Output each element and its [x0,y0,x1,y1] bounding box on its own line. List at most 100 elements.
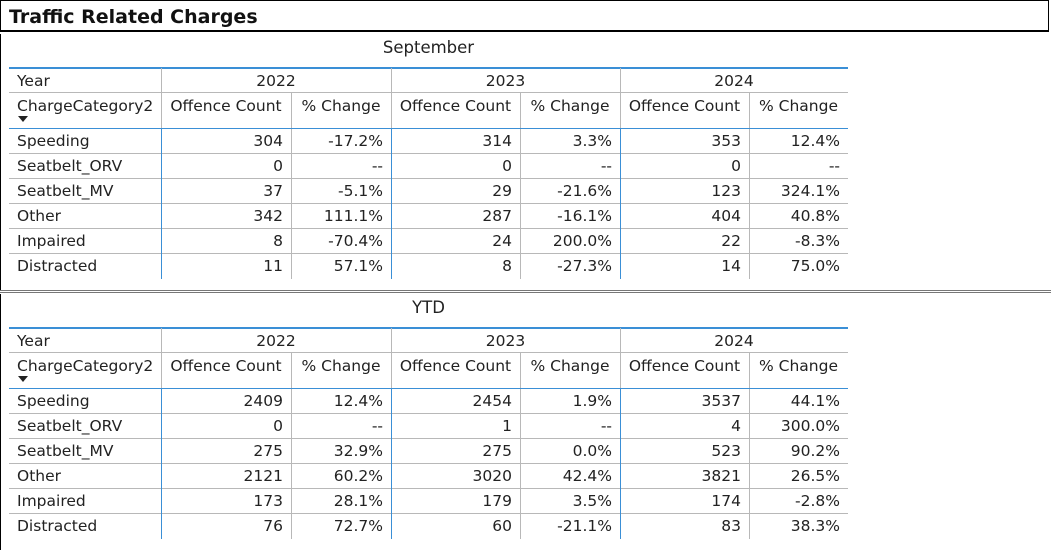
change-cell: -27.3% [557,257,612,275]
category-cell: Distracted [17,257,98,275]
year-header: 2022 [256,72,296,90]
row-line [9,228,848,229]
measure-header: Offence Count [628,97,741,115]
column-divider [161,129,162,279]
count-cell: 60 [492,517,512,535]
category-header[interactable]: ChargeCategory2 [17,357,154,375]
measure-header: Offence Count [628,357,741,375]
count-cell: 76 [263,517,283,535]
change-cell: 90.2% [790,442,840,460]
count-cell: 2121 [243,467,283,485]
change-cell: 324.1% [780,182,840,200]
row-line [9,413,848,414]
count-cell: 353 [711,132,741,150]
count-cell: 8 [273,232,283,250]
category-cell: Seatbelt_MV [17,442,114,460]
header-divider [520,93,521,128]
change-cell: 60.2% [333,467,383,485]
panel-separator [0,290,1051,293]
change-cell: -21.1% [557,517,612,535]
category-cell: Other [17,207,62,225]
change-cell: -- [600,417,612,435]
category-cell: Speeding [17,392,90,410]
header-top-line [9,327,848,329]
change-cell: -8.3% [795,232,840,250]
row-line [9,178,848,179]
count-cell: 174 [711,492,741,510]
change-cell: 38.3% [790,517,840,535]
header-divider [749,93,750,128]
count-cell: 304 [253,132,283,150]
change-cell: -21.6% [557,182,612,200]
row-line [9,253,848,254]
header-divider [520,353,521,388]
row-line [9,513,848,514]
change-cell: 42.4% [562,467,612,485]
change-cell: -16.1% [557,207,612,225]
count-cell: 287 [482,207,512,225]
change-cell: 111.1% [323,207,383,225]
year-label: Year [17,72,50,90]
header-divider [161,68,162,92]
measure-header: % Change [759,97,838,115]
header-divider [291,93,292,128]
change-cell: -- [600,157,612,175]
category-cell: Impaired [17,232,86,250]
header-divider [161,93,162,128]
count-cell: 3020 [472,467,512,485]
change-cell: -70.4% [328,232,383,250]
header-bottom-line [9,128,848,129]
header-divider [391,353,392,388]
change-cell: 12.4% [790,132,840,150]
count-cell: 4 [731,417,741,435]
count-cell: 11 [263,257,283,275]
change-cell: 57.1% [333,257,383,275]
column-divider [620,389,621,539]
header-divider [291,353,292,388]
count-cell: 24 [492,232,512,250]
change-cell: 3.5% [572,492,612,510]
table-panel: September Year 2022 2023 2024 ChargeCategory2… [0,34,1051,290]
change-cell: 28.1% [333,492,383,510]
category-cell: Seatbelt_MV [17,182,114,200]
change-cell: -- [371,157,383,175]
table-caption: YTD [412,298,445,317]
change-cell: -2.8% [795,492,840,510]
measure-header: Offence Count [170,97,282,115]
year-header: 2023 [485,332,526,350]
change-cell: 40.8% [790,207,840,225]
row-line [9,463,848,464]
header-divider [161,328,162,352]
change-cell: -- [828,157,840,175]
header-divider [391,68,392,92]
year-label: Year [17,332,50,350]
change-cell: 12.4% [333,392,383,410]
count-cell: 83 [721,517,741,535]
change-cell: 72.7% [333,517,383,535]
count-cell: 0 [731,157,741,175]
category-header[interactable]: ChargeCategory2 [17,97,154,115]
year-header: 2024 [714,72,754,90]
row-line [9,438,848,439]
count-cell: 22 [721,232,741,250]
category-cell: Seatbelt_ORV [17,417,123,435]
row-line [9,203,848,204]
count-cell: 404 [711,207,741,225]
count-cell: 173 [253,492,283,510]
measure-header: % Change [301,97,381,115]
sort-arrow [18,116,28,122]
table-caption: September [382,38,475,57]
measure-header: % Change [301,357,381,375]
header-divider [161,353,162,388]
column-divider [291,389,292,539]
count-cell: 0 [502,157,512,175]
count-cell: 8 [502,257,512,275]
header-divider [749,353,750,388]
count-cell: 523 [711,442,741,460]
change-cell: -- [371,417,383,435]
measure-header: Offence Count [170,357,282,375]
header-divider [391,328,392,352]
measure-header: Offence Count [399,357,512,375]
measure-header: Offence Count [399,97,512,115]
